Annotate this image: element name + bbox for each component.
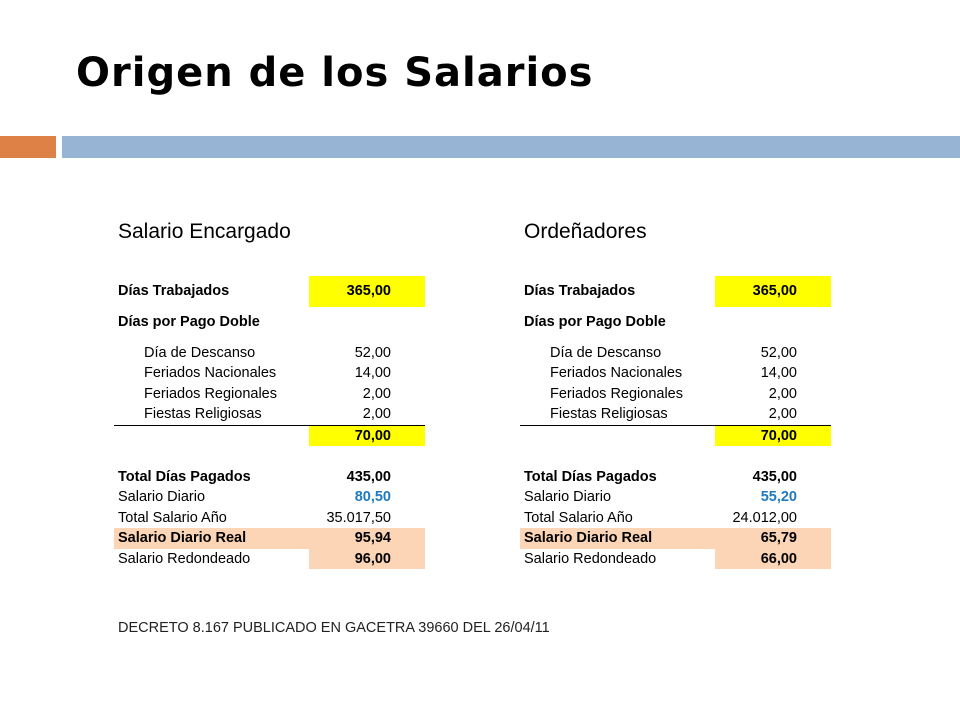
row-value: 365,00 — [346, 283, 391, 299]
highlight-cell — [715, 548, 831, 569]
highlight-cell — [309, 548, 425, 569]
row-pago-doble: Días por Pago Doble — [520, 307, 831, 338]
row-label: Total Días Pagados — [524, 468, 657, 485]
accent-bar-blue — [62, 136, 960, 158]
row-label: Días por Pago Doble — [524, 314, 666, 330]
highlight-cell — [309, 276, 425, 307]
row-value: 66,00 — [760, 550, 797, 567]
row-label: Total Salario Año — [118, 509, 227, 526]
row-item: Día de Descanso 52,00 — [520, 343, 831, 363]
row-label: Salario Redondeado — [524, 550, 657, 567]
row-item: Feriados Nacionales 14,00 — [520, 363, 831, 383]
row-label: Salario Diario Real — [118, 530, 247, 547]
row-value: 95,94 — [354, 530, 391, 547]
section-title-ordenadores: Ordeñadores — [524, 220, 647, 243]
row-item: Día de Descanso 52,00 — [114, 343, 425, 363]
row-total-salario: Total Salario Año 24.012,00 — [520, 508, 831, 528]
row-value: 365,00 — [752, 283, 797, 299]
row-salario-diario: Salario Diario 55,20 — [520, 487, 831, 507]
row-label: Feriados Nacionales — [550, 365, 683, 382]
decree-footnote: DECRETO 8.167 PUBLICADO EN GACETRA 39660… — [118, 620, 550, 636]
salary-table-ordenadores: Días Trabajados 365,00 Días por Pago Dob… — [520, 276, 831, 569]
row-total-salario: Total Salario Año 35.017,50 — [114, 508, 425, 528]
row-value: 2,00 — [362, 406, 391, 423]
row-label: Total Salario Año — [524, 509, 633, 526]
highlight-cell — [715, 425, 831, 446]
row-label: Salario Diario Real — [524, 530, 653, 547]
row-label: Salario Redondeado — [118, 550, 251, 567]
row-redondeado: Salario Redondeado 66,00 — [520, 548, 831, 569]
row-redondeado: Salario Redondeado 96,00 — [114, 548, 425, 569]
row-item: Fiestas Religiosas 2,00 — [520, 404, 831, 424]
row-salario-real: Salario Diario Real 65,79 — [520, 528, 831, 549]
row-total-dias: Total Días Pagados 435,00 — [520, 467, 831, 487]
row-value: 96,00 — [354, 550, 391, 567]
row-item: Feriados Regionales 2,00 — [520, 384, 831, 404]
row-dias-trabajados: Días Trabajados 365,00 — [114, 276, 425, 307]
row-salario-real: Salario Diario Real 95,94 — [114, 528, 425, 549]
row-value: 14,00 — [760, 365, 797, 382]
row-value: 52,00 — [354, 345, 391, 361]
row-value: 65,79 — [760, 530, 797, 547]
row-value: 14,00 — [354, 365, 391, 382]
row-label: Días Trabajados — [524, 283, 636, 299]
row-dias-trabajados: Días Trabajados 365,00 — [520, 276, 831, 307]
accent-bar-orange — [0, 136, 56, 158]
row-salario-diario: Salario Diario 80,50 — [114, 487, 425, 507]
row-label: Fiestas Religiosas — [550, 406, 668, 423]
row-value: 435,00 — [346, 468, 391, 485]
salary-table-encargado: Días Trabajados 365,00 Días por Pago Dob… — [114, 276, 425, 569]
row-value: 2,00 — [768, 406, 797, 423]
row-label: Días por Pago Doble — [118, 314, 260, 330]
row-value: 55,20 — [760, 489, 797, 506]
row-total-dias: Total Días Pagados 435,00 — [114, 467, 425, 487]
row-label: Feriados Regionales — [550, 385, 683, 402]
row-label: Día de Descanso — [144, 345, 256, 361]
row-label: Salario Diario — [524, 489, 612, 506]
row-item: Feriados Regionales 2,00 — [114, 384, 425, 404]
row-value: 2,00 — [768, 385, 797, 402]
slide-title: Origen de los Salarios — [76, 50, 594, 96]
subtotal-value: 70,00 — [354, 427, 391, 444]
row-label: Fiestas Religiosas — [144, 406, 262, 423]
row-value: 80,50 — [354, 489, 391, 506]
row-label: Día de Descanso — [550, 345, 662, 361]
row-label: Feriados Regionales — [144, 385, 277, 402]
highlight-cell — [715, 276, 831, 307]
subtotal-value: 70,00 — [760, 427, 797, 444]
highlight-cell — [309, 425, 425, 446]
row-value: 2,00 — [362, 385, 391, 402]
section-title-encargado: Salario Encargado — [118, 220, 291, 243]
row-value: 52,00 — [760, 345, 797, 361]
row-value: 35.017,50 — [326, 509, 391, 526]
row-item: Feriados Nacionales 14,00 — [114, 363, 425, 383]
row-label: Salario Diario — [118, 489, 206, 506]
row-label: Total Días Pagados — [118, 468, 251, 485]
row-pago-doble: Días por Pago Doble — [114, 307, 425, 338]
row-label: Días Trabajados — [118, 283, 230, 299]
row-item: Fiestas Religiosas 2,00 — [114, 404, 425, 424]
row-subtotal: 70,00 — [114, 424, 425, 446]
row-value: 24.012,00 — [732, 509, 797, 526]
row-label: Feriados Nacionales — [144, 365, 277, 382]
row-value: 435,00 — [752, 468, 797, 485]
row-subtotal: 70,00 — [520, 424, 831, 446]
